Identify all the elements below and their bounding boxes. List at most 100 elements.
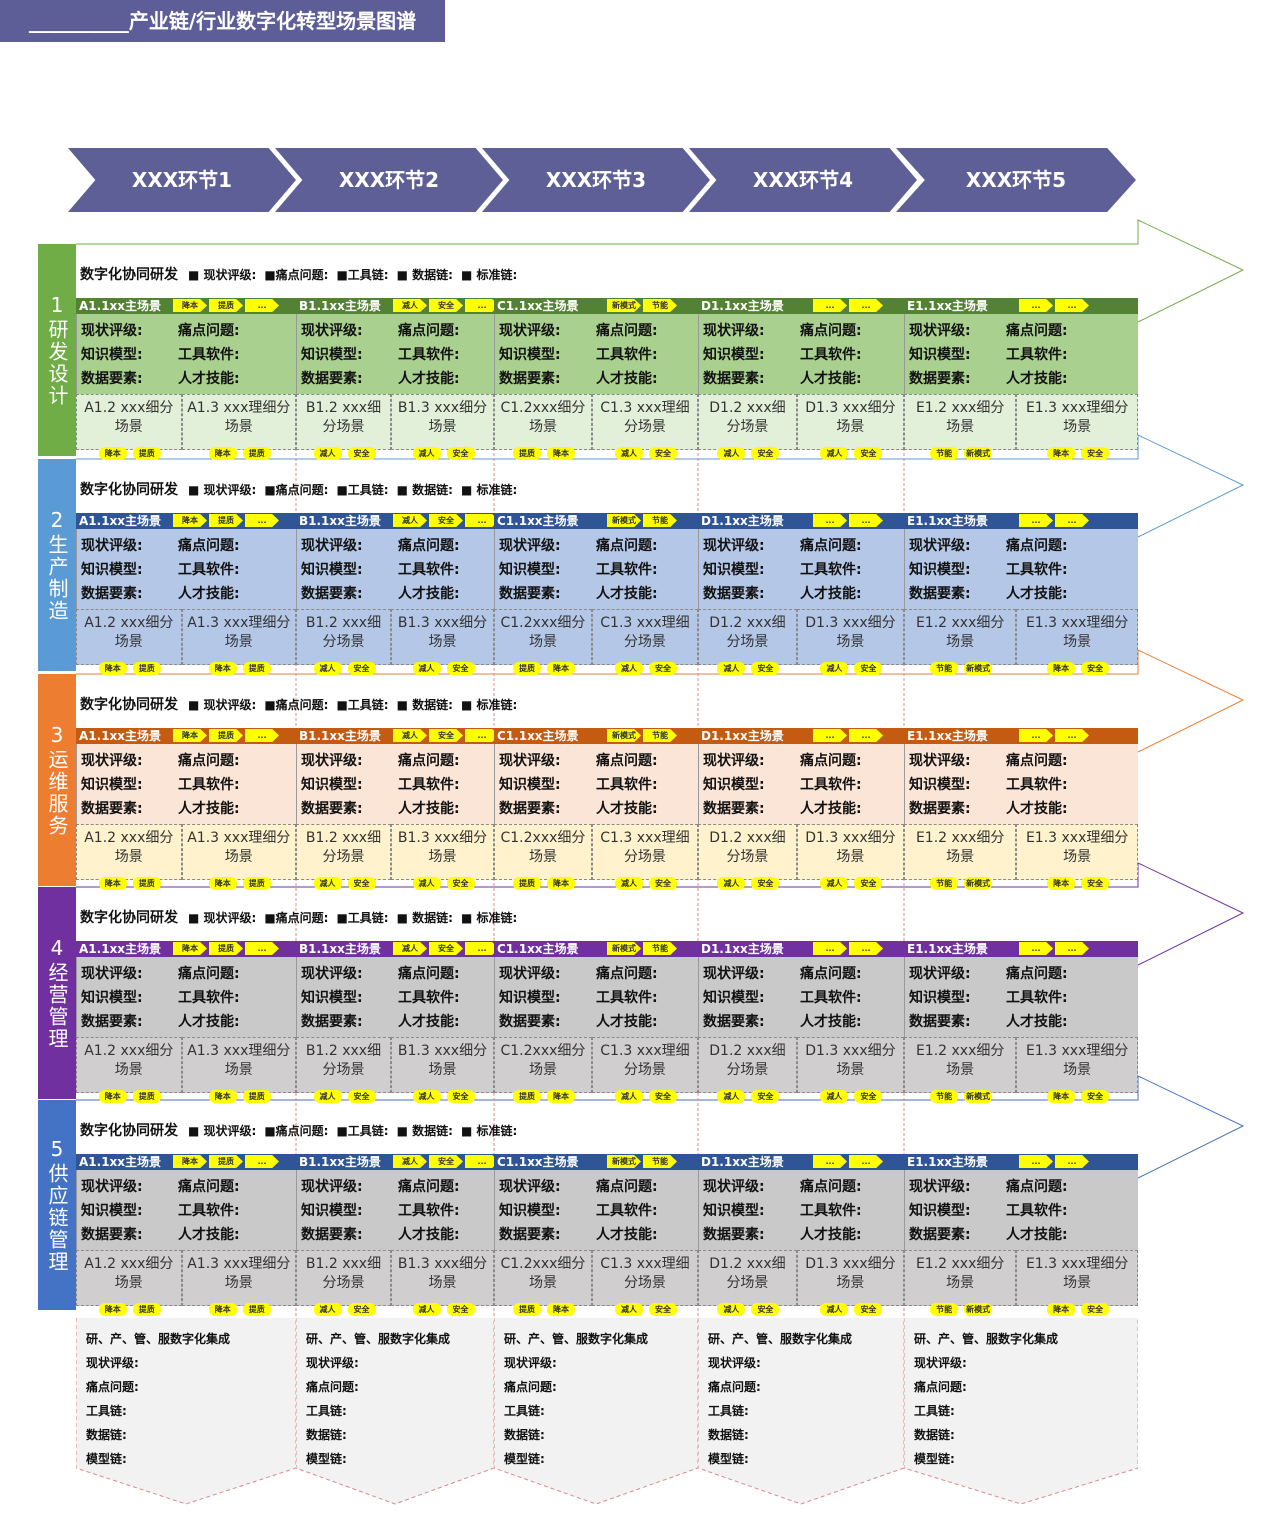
- benefit-tag: 降本: [173, 942, 207, 955]
- benefit-tag: 安全: [648, 1303, 677, 1316]
- field-label: 工具软件:: [1006, 347, 1068, 363]
- field-label: 工具软件:: [178, 1203, 240, 1219]
- field-label: 数据要素:: [81, 371, 143, 387]
- sub-scene: C1.2xxx细分场景: [494, 824, 592, 880]
- row-label: 5供应链管理: [38, 1100, 76, 1310]
- benefit-tag: ...: [849, 729, 883, 742]
- benefit-tag: 安全: [347, 447, 376, 460]
- sub-scene: B1.2 xxx细分场景: [296, 1250, 392, 1306]
- field-label: 现状评级:: [909, 538, 971, 554]
- benefit-tag: 降本: [173, 1155, 207, 1168]
- main-scene-title: D1.1xx主场景: [701, 1155, 784, 1169]
- sub-scene: B1.3 xxx细分场景: [391, 609, 494, 665]
- field-label: 痛点问题:: [178, 538, 240, 554]
- integration-item: 工具链:: [504, 1404, 545, 1418]
- main-scene-body: 现状评级: 痛点问题: 知识模型: 工具软件: 数据要素: 人才技能:: [698, 529, 904, 609]
- benefit-tag: 安全: [429, 729, 463, 742]
- benefit-tag: 降本: [1047, 1303, 1076, 1316]
- field-label: 痛点问题:: [800, 538, 862, 554]
- field-label: 工具软件:: [596, 1203, 658, 1219]
- field-label: 工具软件:: [398, 990, 460, 1006]
- field-label: 人才技能:: [1006, 1014, 1068, 1030]
- benefit-tag: 安全: [751, 447, 780, 460]
- main-scene-title: C1.1xx主场景: [497, 299, 579, 313]
- main-scene-bar: B1.1xx主场景 减人 安全...: [296, 941, 499, 957]
- sub-scene: C1.3 xxx理细分场景: [591, 394, 698, 450]
- benefit-tag: ...: [813, 1155, 847, 1168]
- integration-box-outline: [494, 1318, 698, 1505]
- legend-item: ■ 标准链:: [460, 1124, 518, 1138]
- sub-scene: D1.3 xxx细分场景: [796, 824, 904, 880]
- main-scene-title: A1.1xx主场景: [79, 514, 162, 528]
- field-label: 工具软件:: [178, 562, 240, 578]
- benefit-tag: 降本: [546, 877, 575, 890]
- main-scene-title: B1.1xx主场景: [299, 299, 381, 313]
- benefit-tag: 安全: [1081, 447, 1110, 460]
- field-label: 工具软件:: [800, 562, 862, 578]
- integration-item: 工具链:: [306, 1404, 347, 1418]
- benefit-tag: 提质: [132, 447, 161, 460]
- benefit-tag: 安全: [751, 1090, 780, 1103]
- field-label: 痛点问题:: [1006, 538, 1068, 554]
- field-label: 工具软件:: [800, 1203, 862, 1219]
- field-label: 人才技能:: [596, 586, 658, 602]
- sub-scene: D1.3 xxx细分场景: [796, 1250, 904, 1306]
- main-scene-body: 现状评级: 痛点问题: 知识模型: 工具软件: 数据要素: 人才技能:: [698, 1170, 904, 1250]
- field-label: 数据要素:: [81, 801, 143, 817]
- field-label: 知识模型:: [81, 562, 143, 578]
- benefit-tag: 安全: [446, 877, 475, 890]
- benefit-tag: ...: [465, 729, 499, 742]
- main-scene-title: A1.1xx主场景: [79, 299, 162, 313]
- legend-item: ■工具链:: [336, 483, 389, 497]
- benefit-tag: 降本: [208, 447, 237, 460]
- main-scene-bar: A1.1xx主场景 降本 提质...: [76, 513, 296, 529]
- field-label: 知识模型:: [301, 1203, 363, 1219]
- benefit-tag: 提质: [242, 662, 271, 675]
- benefit-tag: ...: [245, 299, 279, 312]
- benefit-tag: 安全: [648, 447, 677, 460]
- benefit-tag: ...: [1019, 942, 1053, 955]
- integration-title: 研、产、管、服数字化集成: [306, 1332, 451, 1346]
- field-label: 人才技能:: [800, 801, 862, 817]
- sub-scene: B1.2 xxx细分场景: [296, 609, 392, 665]
- sub-scene: E1.2 xxx细分场景: [904, 1037, 1017, 1093]
- benefit-tag: 节能: [930, 1090, 959, 1103]
- benefit-tag: 安全: [854, 1090, 883, 1103]
- benefit-tag: 节能: [643, 299, 677, 312]
- benefit-tag: 降本: [546, 662, 575, 675]
- field-label: 数据要素:: [703, 371, 765, 387]
- field-label: 工具软件:: [596, 990, 658, 1006]
- field-label: 现状评级:: [499, 966, 561, 982]
- benefit-tag: ...: [849, 1155, 883, 1168]
- sub-scene: B1.2 xxx细分场景: [296, 394, 392, 450]
- benefit-tag: 提质: [512, 877, 541, 890]
- sub-scene: C1.3 xxx理细分场景: [591, 824, 698, 880]
- benefit-tag: 安全: [751, 877, 780, 890]
- field-label: 工具软件:: [800, 777, 862, 793]
- sub-scene: E1.3 xxx理细分场景: [1016, 824, 1138, 880]
- field-label: 数据要素:: [703, 1014, 765, 1030]
- row-legend: 数字化协同研发 ■ 现状评级: ■痛点问题: ■工具链: ■ 数据链: ■ 标准链:: [80, 479, 525, 499]
- field-label: 人才技能:: [800, 1014, 862, 1030]
- field-label: 痛点问题:: [596, 323, 658, 339]
- benefit-tag: ...: [245, 514, 279, 527]
- main-scene-title: C1.1xx主场景: [497, 514, 579, 528]
- field-label: 现状评级:: [499, 753, 561, 769]
- legend-title: 数字化协同研发: [80, 697, 178, 713]
- legend-title: 数字化协同研发: [80, 482, 178, 498]
- benefit-tag: ...: [1019, 729, 1053, 742]
- benefit-tag: 减人: [393, 514, 427, 527]
- main-scene-body: 现状评级: 痛点问题: 知识模型: 工具软件: 数据要素: 人才技能:: [76, 529, 296, 609]
- legend-item: ■ 标准链:: [460, 911, 518, 925]
- sub-scene: D1.2 xxx细分场景: [698, 1250, 797, 1306]
- integration-item: 模型链:: [306, 1452, 347, 1466]
- field-label: 数据要素:: [909, 371, 971, 387]
- field-label: 现状评级:: [301, 753, 363, 769]
- main-scene-title: A1.1xx主场景: [79, 729, 162, 743]
- field-label: 人才技能:: [398, 371, 460, 387]
- field-label: 知识模型:: [301, 777, 363, 793]
- main-scene-bar: E1.1xx主场景......: [904, 728, 1138, 744]
- benefit-tag: 提质: [242, 1303, 271, 1316]
- benefit-tag: 提质: [132, 1090, 161, 1103]
- integration-title: 研、产、管、服数字化集成: [914, 1332, 1059, 1346]
